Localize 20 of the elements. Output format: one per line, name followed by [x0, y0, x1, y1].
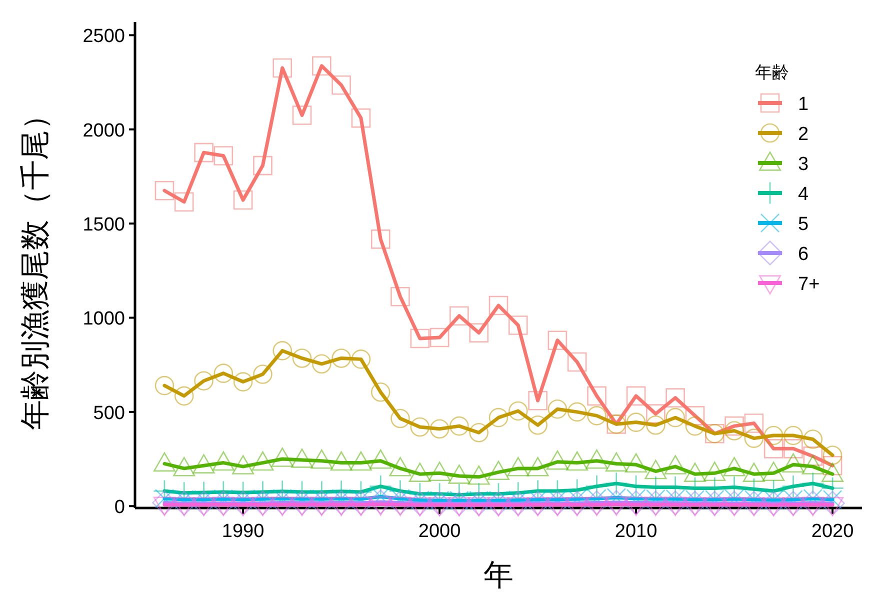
x-tick-label: 1990 [222, 521, 264, 542]
legend-label: 4 [798, 184, 809, 205]
y-tick-label: 2500 [82, 26, 125, 48]
y-tick-label: 0 [114, 497, 125, 518]
legend-title: 年齢 [755, 63, 789, 82]
x-axis-title: 年 [484, 559, 514, 592]
y-tick-label: 1000 [82, 308, 125, 330]
legend-label: 2 [798, 124, 809, 145]
y-tick-label: 500 [93, 402, 125, 424]
y-tick-label: 2000 [82, 120, 125, 142]
legend-label: 6 [798, 244, 809, 265]
legend-label: 7+ [798, 274, 820, 295]
x-tick-label: 2020 [811, 521, 854, 542]
legend-label: 3 [798, 154, 809, 175]
y-tick-label: 1500 [82, 214, 125, 236]
legend-label: 1 [798, 94, 809, 115]
legend-label: 5 [798, 214, 809, 235]
y-axis-title: 年齢別漁獲尾数（千尾） [19, 100, 52, 430]
x-tick-label: 2010 [614, 521, 658, 542]
x-tick-label: 2000 [418, 521, 461, 542]
